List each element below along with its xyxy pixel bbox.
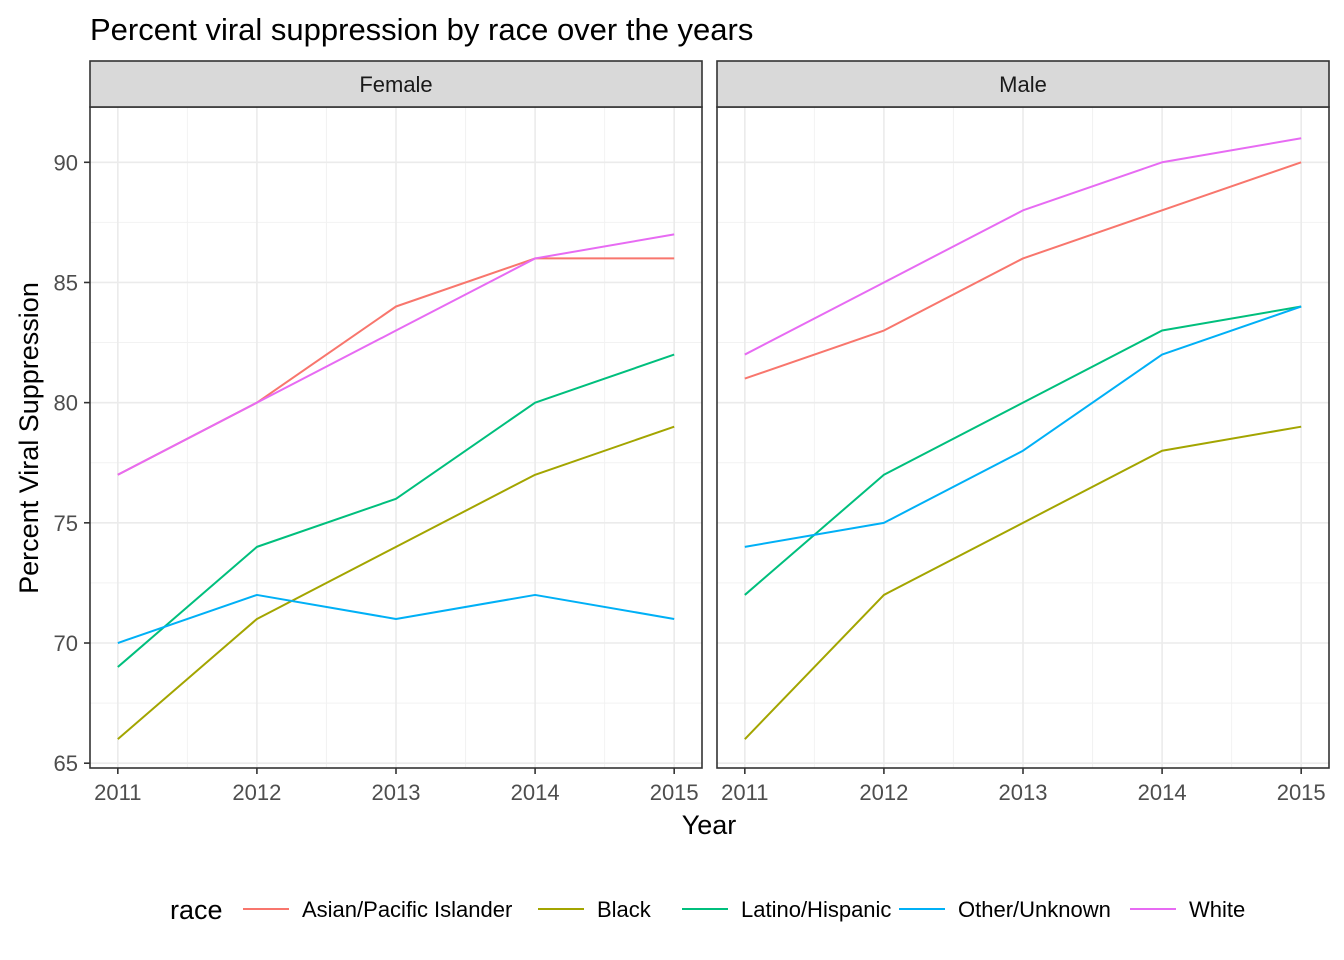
y-axis-ticks: 65 70 75 80 85 90 — [54, 150, 90, 776]
series-line-black — [744, 425, 1302, 740]
x-axis-ticks: 2011 2012 2013 2014 2015 — [94, 768, 699, 805]
legend-item-other-unknown: Other/Unknown — [899, 897, 1111, 922]
facet-strip-label: Male — [999, 72, 1047, 97]
series-lines — [117, 233, 675, 740]
series-line-black — [117, 425, 675, 740]
chart-title: Percent viral suppression by race over t… — [90, 12, 753, 47]
legend-label: Other/Unknown — [958, 897, 1111, 922]
facet-female: Female 2011 2012 2013 2014 2015 65 70 75 80 85 90 — [54, 60, 703, 805]
series-lines — [744, 137, 1302, 740]
legend-label: White — [1189, 897, 1245, 922]
x-tick-label: 2013 — [372, 780, 421, 805]
facet-strip-background — [716, 60, 1330, 108]
legend-label: Black — [597, 897, 652, 922]
y-tick-label: 85 — [54, 270, 78, 295]
y-tick-label: 70 — [54, 631, 78, 656]
legend-item-asian-pacific-islander: Asian/Pacific Islander — [243, 897, 512, 922]
legend-title: race — [170, 895, 223, 925]
x-axis-label: Year — [682, 810, 737, 840]
x-tick-label: 2012 — [232, 780, 281, 805]
facet-panels: Female 2011 2012 2013 2014 2015 65 70 75 80 85 90 Ma… — [54, 60, 1330, 805]
series-line-latino-hispanic — [744, 305, 1302, 596]
facet-strip: Female — [89, 60, 703, 108]
x-tick-label: 2015 — [1277, 780, 1326, 805]
y-tick-label: 80 — [54, 391, 78, 416]
x-tick-label: 2011 — [94, 780, 141, 805]
series-line-white — [744, 137, 1302, 356]
x-tick-label: 2015 — [650, 780, 699, 805]
series-line-other-unknown — [744, 305, 1302, 548]
series-line-latino-hispanic — [117, 353, 675, 668]
y-tick-label: 65 — [54, 751, 78, 776]
legend-item-latino-hispanic: Latino/Hispanic — [682, 897, 891, 922]
legend-label: Latino/Hispanic — [741, 897, 891, 922]
legend-item-white: White — [1130, 897, 1245, 922]
x-tick-label: 2012 — [859, 780, 908, 805]
x-axis-ticks: 2011 2012 2013 2014 2015 — [721, 768, 1326, 805]
x-tick-label: 2014 — [511, 780, 560, 805]
x-tick-label: 2011 — [721, 780, 768, 805]
legend-item-black: Black — [538, 897, 652, 922]
facet-strip-background — [89, 60, 703, 108]
y-tick-label: 90 — [54, 150, 78, 175]
major-grid — [90, 107, 702, 768]
facet-strip: Male — [716, 60, 1330, 108]
facet-male: Male 2011 2012 2013 2014 2015 — [716, 60, 1330, 805]
series-line-other-unknown — [117, 593, 675, 644]
facet-strip-label: Female — [359, 72, 432, 97]
legend: race Asian/Pacific Islander Black Latino/Hi… — [170, 895, 1245, 925]
y-tick-label: 75 — [54, 511, 78, 536]
series-line-asian-pacific-islander — [744, 161, 1302, 380]
x-tick-label: 2013 — [999, 780, 1048, 805]
legend-label: Asian/Pacific Islander — [302, 897, 512, 922]
series-line-white — [117, 233, 675, 476]
x-tick-label: 2014 — [1138, 780, 1187, 805]
y-axis-label: Percent Viral Suppression — [14, 282, 44, 594]
